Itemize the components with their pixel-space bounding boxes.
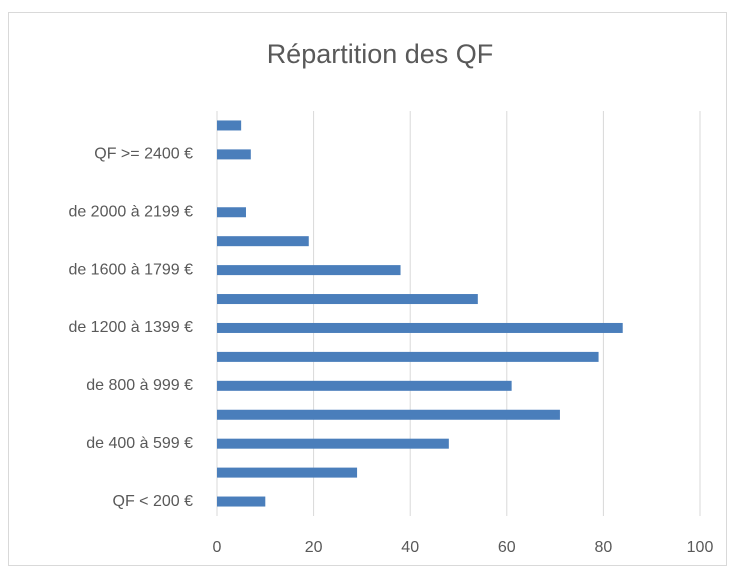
- y-tick-label: de 1600 à 1799 €: [68, 261, 193, 278]
- bar: [217, 322, 623, 333]
- bar: [217, 236, 309, 247]
- bar: [217, 438, 449, 449]
- x-tick-label: 80: [595, 539, 613, 556]
- bar: [217, 409, 560, 420]
- bar: [217, 149, 251, 160]
- y-tick-label: de 400 à 599 €: [86, 435, 193, 452]
- y-tick-label: QF < 200 €: [113, 493, 194, 510]
- x-tick-label: 60: [498, 539, 516, 556]
- x-tick-label: 40: [401, 539, 419, 556]
- chart-frame: [8, 12, 727, 566]
- bar: [217, 207, 246, 218]
- chart-title: Répartition des QF: [267, 39, 494, 69]
- x-tick-label: 100: [687, 539, 714, 556]
- bar: [217, 380, 512, 391]
- y-tick-label: de 800 à 999 €: [86, 377, 193, 394]
- y-tick-label: de 2000 à 2199 €: [68, 203, 193, 220]
- x-tick-label: 0: [213, 539, 222, 556]
- bar: [217, 351, 599, 362]
- y-tick-label: QF >= 2400 €: [94, 146, 193, 163]
- bar: [217, 496, 266, 507]
- bar: [217, 467, 358, 478]
- x-tick-label: 20: [305, 539, 323, 556]
- bar: [217, 120, 242, 131]
- bar: [217, 294, 478, 305]
- bar: [217, 265, 401, 276]
- y-tick-label: de 1200 à 1399 €: [68, 319, 193, 336]
